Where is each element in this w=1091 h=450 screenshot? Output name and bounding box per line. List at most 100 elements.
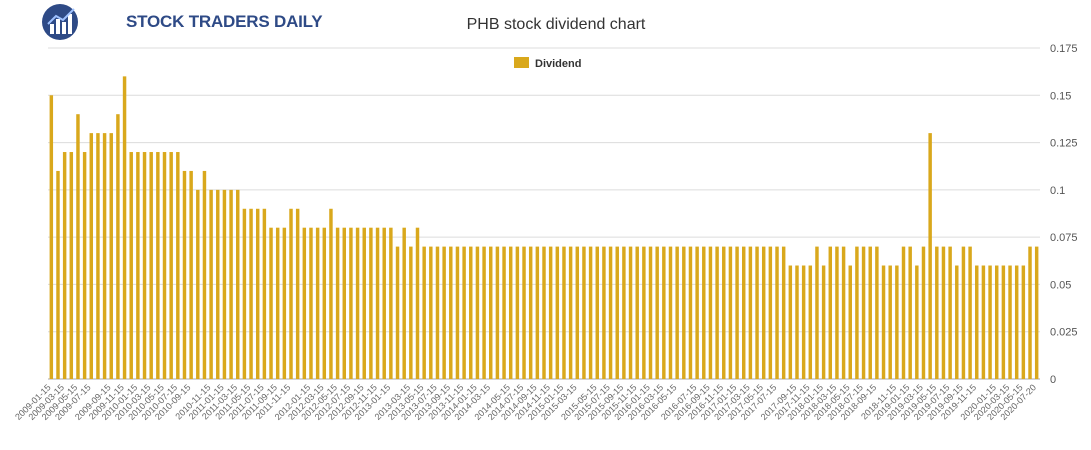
dividend-bar bbox=[116, 114, 119, 379]
dividend-bar bbox=[203, 171, 206, 379]
dividend-bar bbox=[336, 228, 339, 379]
dividend-bar bbox=[149, 152, 152, 379]
dividend-bar bbox=[429, 247, 432, 379]
dividend-bar bbox=[382, 228, 385, 379]
dividend-bar bbox=[975, 266, 978, 379]
dividend-bar bbox=[762, 247, 765, 379]
dividend-bar bbox=[549, 247, 552, 379]
dividend-bar bbox=[815, 247, 818, 379]
dividend-bar bbox=[196, 190, 199, 379]
dividend-bar bbox=[962, 247, 965, 379]
dividend-bar bbox=[536, 247, 539, 379]
dividend-bar bbox=[735, 247, 738, 379]
bars bbox=[50, 76, 1039, 379]
dividend-bar bbox=[642, 247, 645, 379]
dividend-bar bbox=[96, 133, 99, 379]
dividend-bar bbox=[1008, 266, 1011, 379]
dividend-bar bbox=[223, 190, 226, 379]
dividend-bar bbox=[249, 209, 252, 379]
dividend-bar bbox=[456, 247, 459, 379]
dividend-bar bbox=[602, 247, 605, 379]
dividend-bar bbox=[882, 266, 885, 379]
dividend-bar bbox=[868, 247, 871, 379]
dividend-bar bbox=[323, 228, 326, 379]
dividend-bar bbox=[855, 247, 858, 379]
dividend-bar bbox=[496, 247, 499, 379]
dividend-bar bbox=[982, 266, 985, 379]
dividend-bar bbox=[935, 247, 938, 379]
dividend-bar bbox=[675, 247, 678, 379]
dividend-bar bbox=[775, 247, 778, 379]
dividend-bar bbox=[396, 247, 399, 379]
y-tick-label: 0.15 bbox=[1050, 90, 1071, 102]
dividend-bar bbox=[83, 152, 86, 379]
dividend-bar bbox=[402, 228, 405, 379]
dividend-bar bbox=[63, 152, 66, 379]
dividend-bar bbox=[416, 228, 419, 379]
dividend-bar bbox=[502, 247, 505, 379]
dividend-bar bbox=[129, 152, 132, 379]
legend-label: Dividend bbox=[535, 58, 581, 70]
dividend-bar bbox=[356, 228, 359, 379]
dividend-bar bbox=[915, 266, 918, 379]
dividend-bar bbox=[469, 247, 472, 379]
dividend-bar bbox=[256, 209, 259, 379]
dividend-bar bbox=[589, 247, 592, 379]
dividend-bar bbox=[988, 266, 991, 379]
dividend-bar bbox=[596, 247, 599, 379]
dividend-bar bbox=[849, 266, 852, 379]
dividend-bar bbox=[769, 247, 772, 379]
x-axis-ticks: 2009-01-152009-03-152009-05-152009-07-15… bbox=[13, 382, 1038, 422]
dividend-bar bbox=[689, 247, 692, 379]
dividend-bar bbox=[569, 247, 572, 379]
y-axis-ticks: 00.0250.050.0750.10.1250.150.175 bbox=[1050, 43, 1078, 386]
dividend-bar bbox=[90, 133, 93, 379]
dividend-bar bbox=[1022, 266, 1025, 379]
dividend-bar bbox=[243, 209, 246, 379]
dividend-bar bbox=[349, 228, 352, 379]
dividend-bar bbox=[669, 247, 672, 379]
y-tick-label: 0.075 bbox=[1050, 232, 1078, 244]
dividend-bar bbox=[729, 247, 732, 379]
dividend-bar bbox=[303, 228, 306, 379]
dividend-bar bbox=[376, 228, 379, 379]
dividend-bar bbox=[476, 247, 479, 379]
dividend-bar bbox=[76, 114, 79, 379]
dividend-bar bbox=[263, 209, 266, 379]
dividend-bar bbox=[895, 266, 898, 379]
dividend-bar bbox=[363, 228, 366, 379]
y-tick-label: 0 bbox=[1050, 374, 1056, 386]
dividend-bar bbox=[709, 247, 712, 379]
dividend-bar bbox=[809, 266, 812, 379]
dividend-bar bbox=[875, 247, 878, 379]
dividend-bar bbox=[343, 228, 346, 379]
y-tick-label: 0.125 bbox=[1050, 138, 1078, 150]
dividend-bar bbox=[276, 228, 279, 379]
dividend-bar bbox=[449, 247, 452, 379]
dividend-bar bbox=[209, 190, 212, 379]
dividend-bar bbox=[176, 152, 179, 379]
dividend-bar bbox=[789, 266, 792, 379]
dividend-bar bbox=[422, 247, 425, 379]
dividend-bar bbox=[702, 247, 705, 379]
dividend-bar bbox=[1015, 266, 1018, 379]
dividend-bar bbox=[316, 228, 319, 379]
dividend-bar bbox=[389, 228, 392, 379]
dividend-bar bbox=[662, 247, 665, 379]
dividend-bar bbox=[955, 266, 958, 379]
dividend-bar bbox=[436, 247, 439, 379]
dividend-bar bbox=[329, 209, 332, 379]
dividend-bar bbox=[928, 133, 931, 379]
y-tick-label: 0.175 bbox=[1050, 43, 1078, 55]
dividend-bar bbox=[296, 209, 299, 379]
dividend-bar bbox=[143, 152, 146, 379]
dividend-bar bbox=[110, 133, 113, 379]
dividend-bar bbox=[922, 247, 925, 379]
dividend-bar bbox=[749, 247, 752, 379]
dividend-bar bbox=[556, 247, 559, 379]
dividend-bar bbox=[50, 95, 53, 379]
dividend-bar bbox=[582, 247, 585, 379]
dividend-bar bbox=[482, 247, 485, 379]
dividend-bar bbox=[715, 247, 718, 379]
